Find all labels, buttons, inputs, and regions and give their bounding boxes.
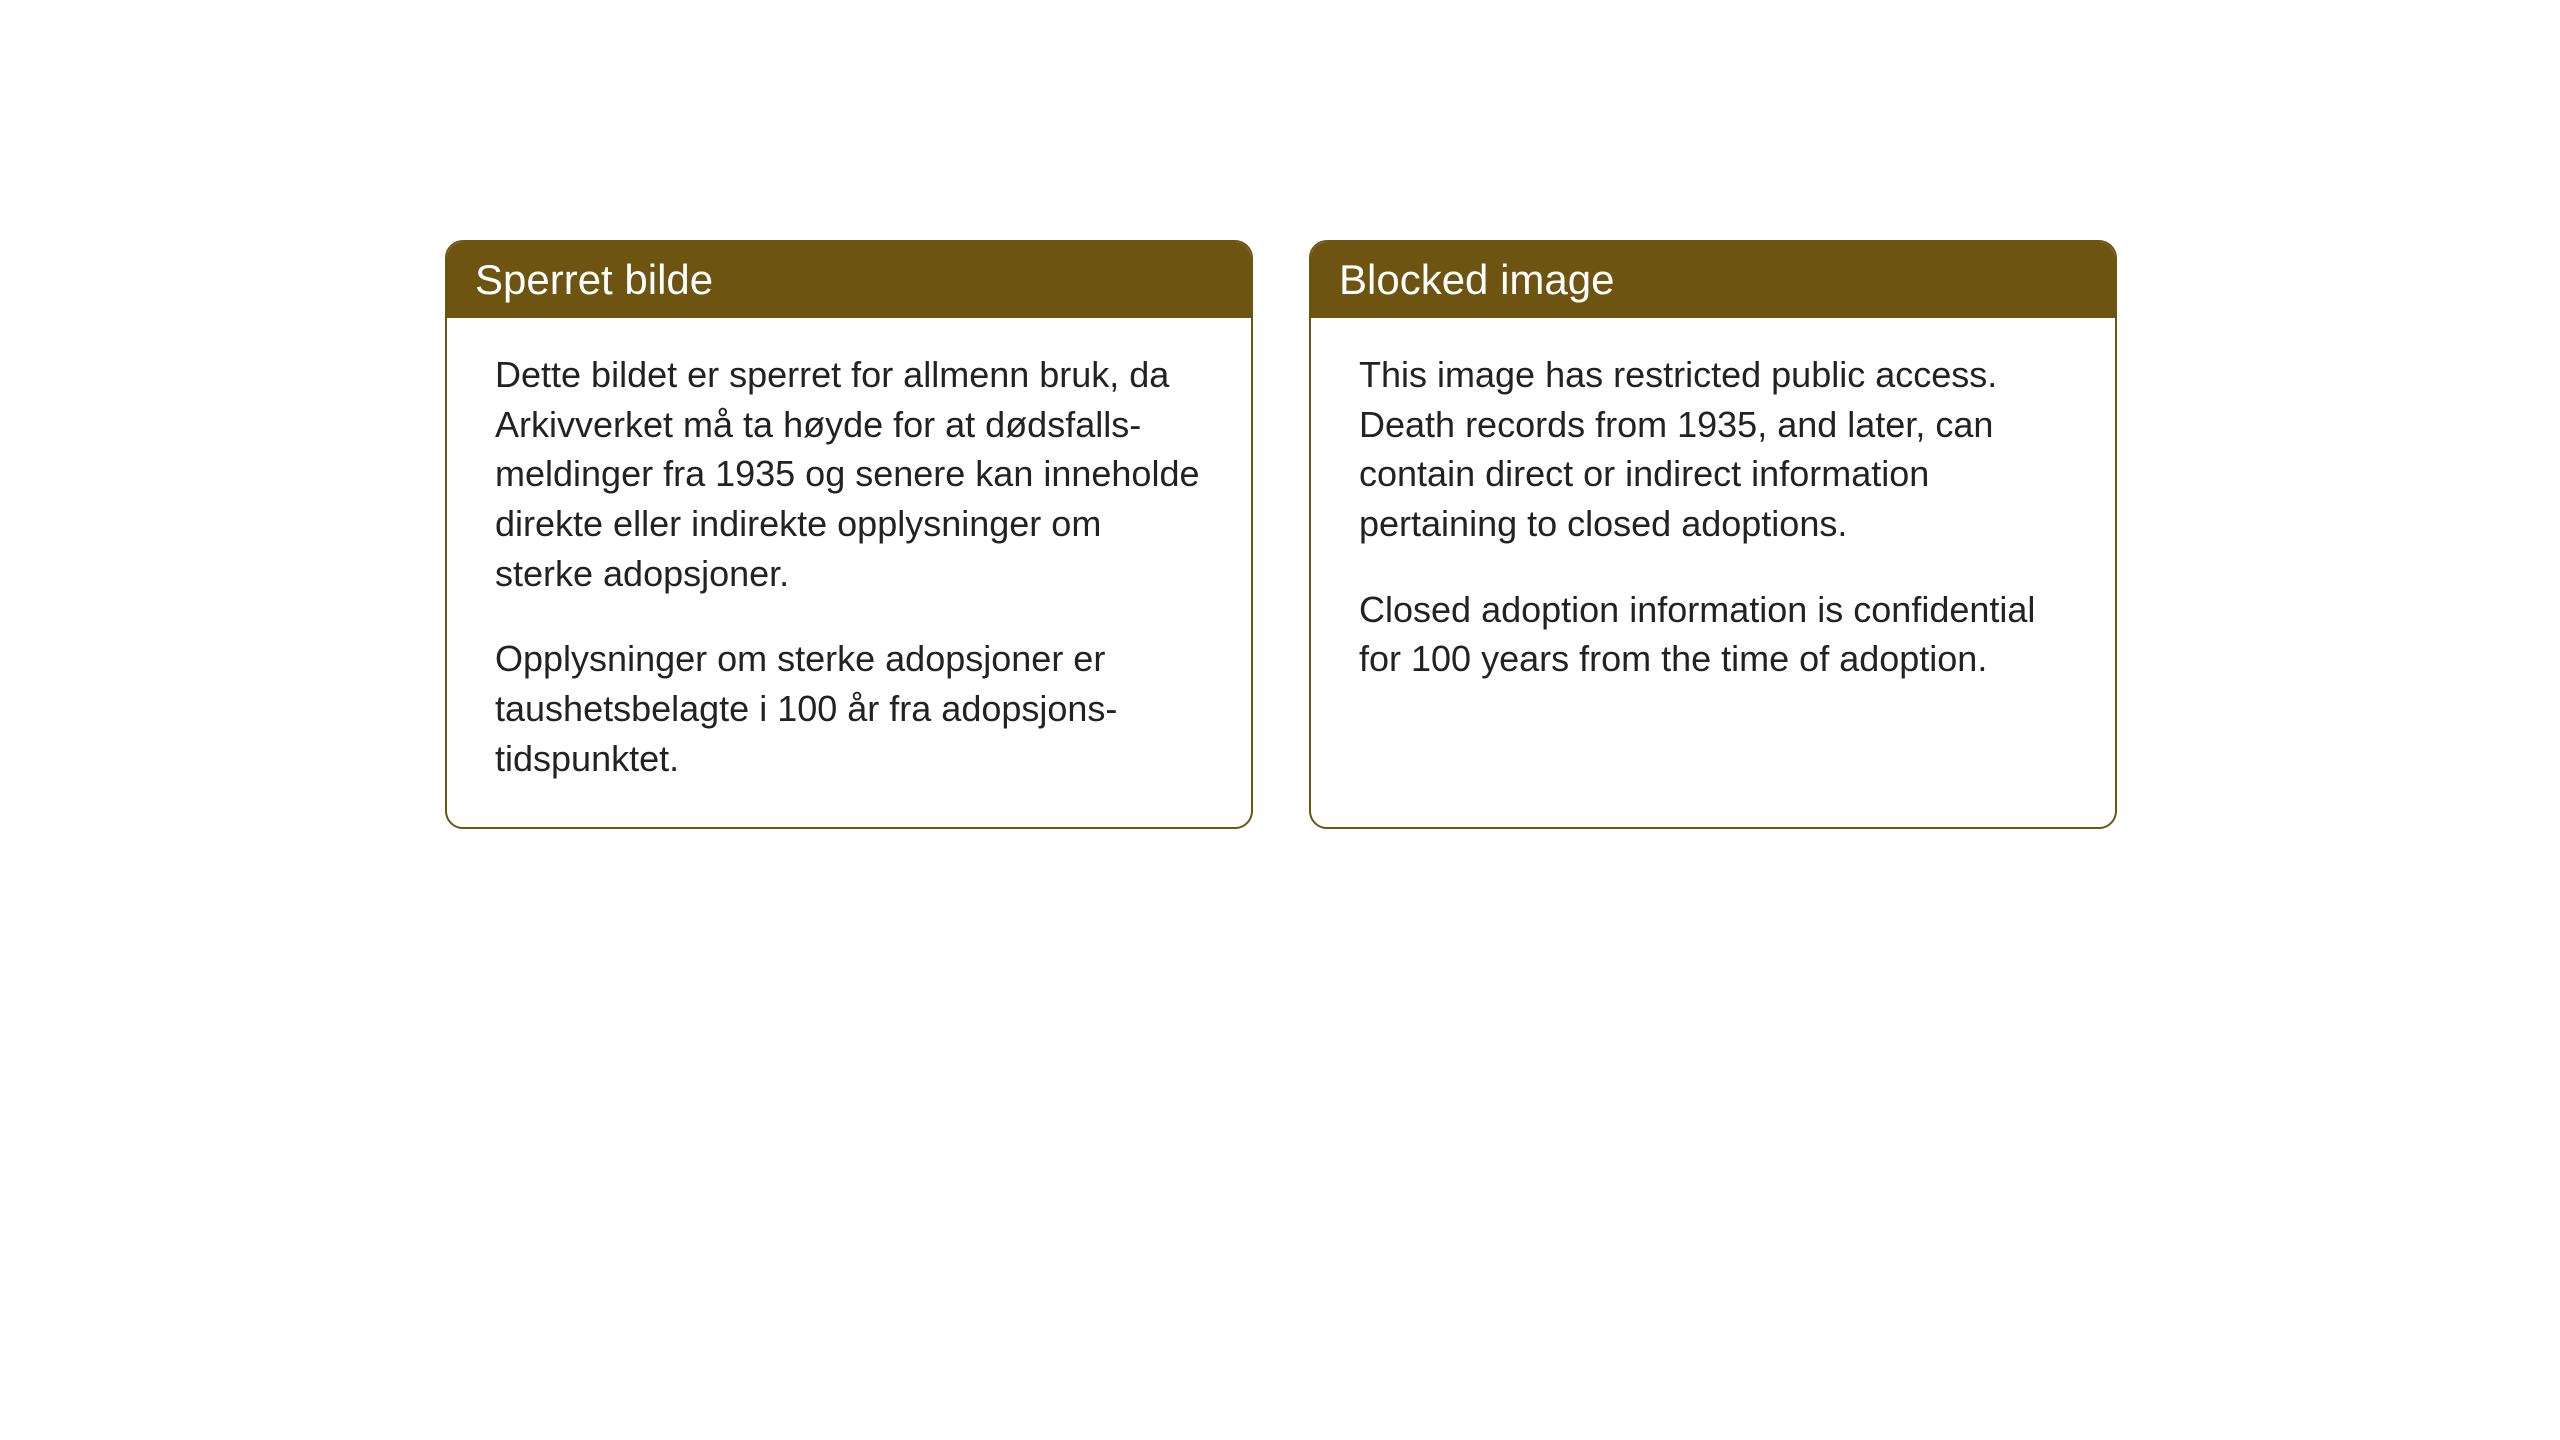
english-card-title: Blocked image — [1311, 242, 2115, 318]
norwegian-paragraph-2: Opplysninger om sterke adopsjoner er tau… — [495, 634, 1203, 783]
english-card: Blocked image This image has restricted … — [1309, 240, 2117, 829]
norwegian-card-body: Dette bildet er sperret for allmenn bruk… — [447, 318, 1251, 827]
english-card-body: This image has restricted public access.… — [1311, 318, 2115, 728]
english-paragraph-2: Closed adoption information is confident… — [1359, 585, 2067, 684]
norwegian-paragraph-1: Dette bildet er sperret for allmenn bruk… — [495, 350, 1203, 598]
cards-container: Sperret bilde Dette bildet er sperret fo… — [445, 240, 2117, 829]
english-paragraph-1: This image has restricted public access.… — [1359, 350, 2067, 549]
norwegian-card-title: Sperret bilde — [447, 242, 1251, 318]
norwegian-card: Sperret bilde Dette bildet er sperret fo… — [445, 240, 1253, 829]
